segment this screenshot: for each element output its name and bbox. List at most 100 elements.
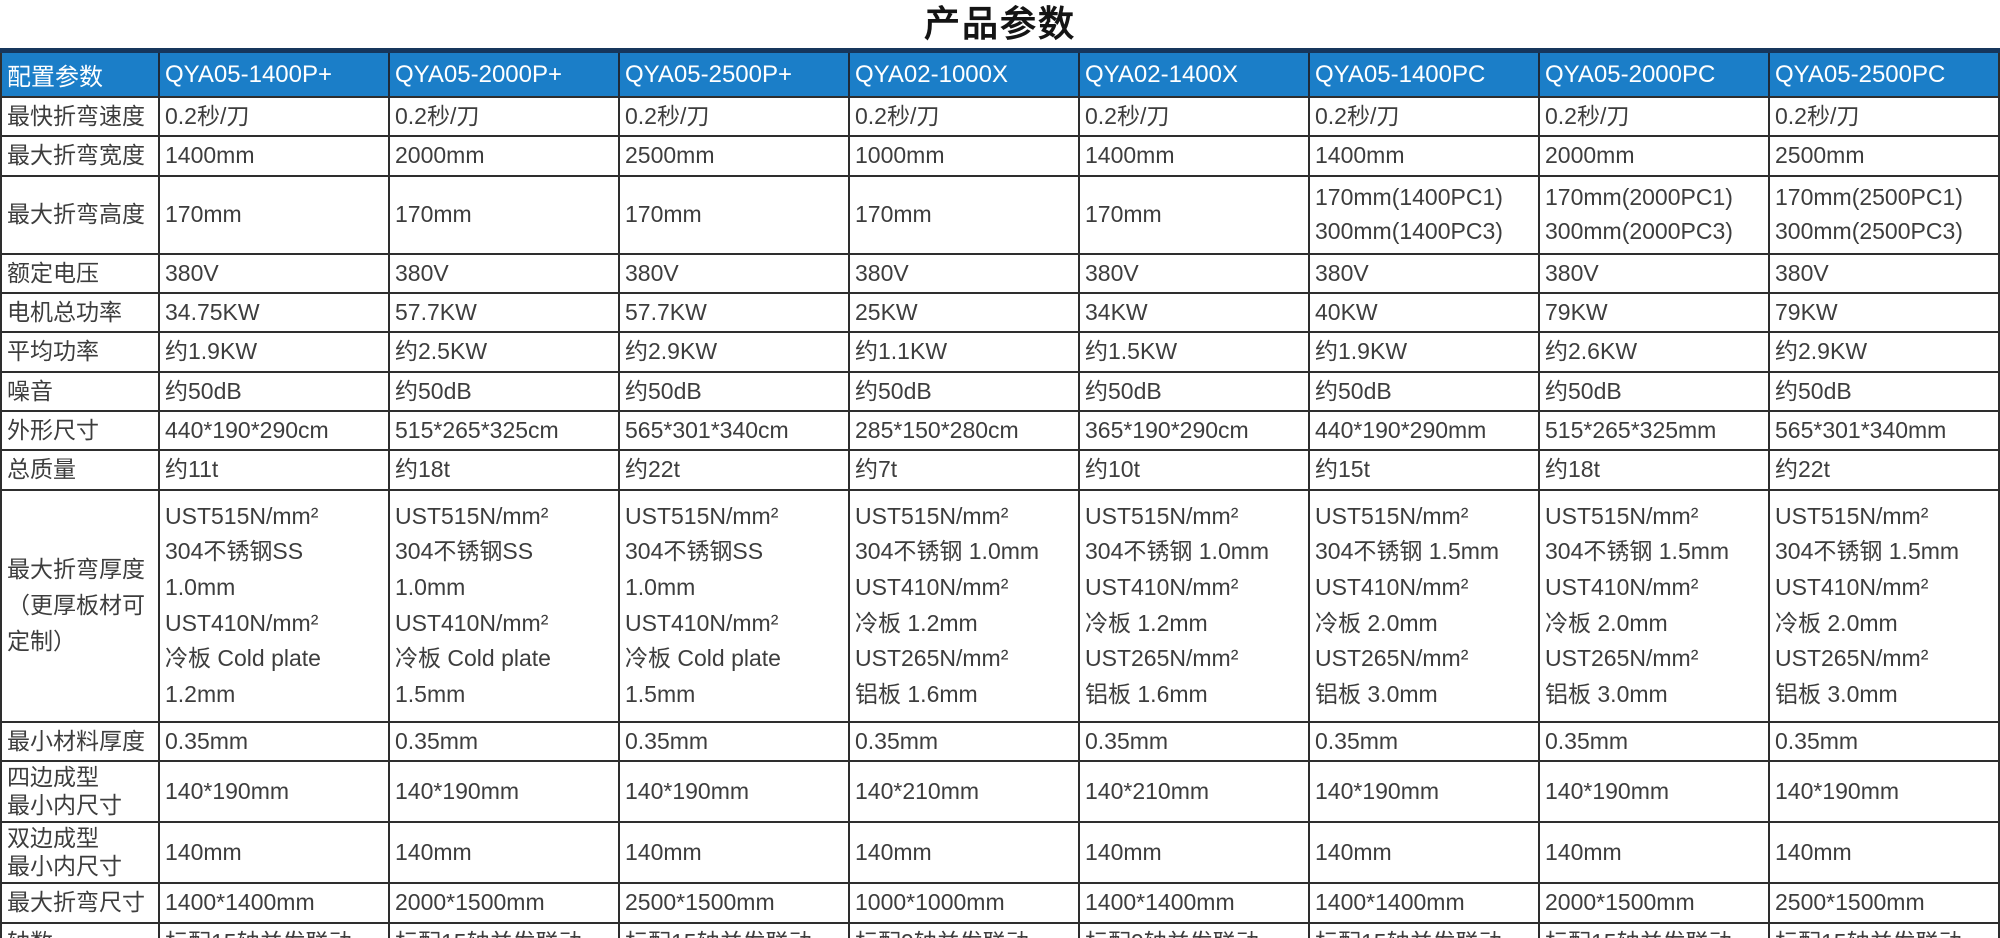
table-row: 双边成型 最小内尺寸 140mm 140mm 140mm 140mm 140mm 140mm… bbox=[0, 821, 2000, 885]
table-cell: 标配15轴并发联动 bbox=[1308, 921, 1540, 938]
table-row: 外形尺寸 440*190*290cm 515*265*325cm 565*301*34… bbox=[0, 410, 2000, 452]
table-cell: 79KW bbox=[1768, 292, 2000, 334]
table-cell: 2000mm bbox=[1538, 135, 1770, 177]
table-cell: 140*190mm bbox=[158, 760, 390, 824]
table-cell: UST515N/mm² 304不锈钢SS 1.0mm UST410N/mm² 冷… bbox=[388, 488, 620, 723]
table-cell: 标配15轴并发联动 bbox=[1538, 921, 1770, 938]
table-cell: 140mm bbox=[1538, 821, 1770, 885]
table-cell: 565*301*340mm bbox=[1768, 410, 2000, 452]
table-cell: 约1.5KW bbox=[1078, 331, 1310, 373]
table-cell: 2000*1500mm bbox=[388, 882, 620, 924]
product-spec-table: 配置参数 QYA05-1400P+ QYA05-2000P+ QYA05-2500P+… bbox=[0, 48, 2000, 938]
row-label: 噪音 bbox=[0, 370, 160, 413]
table-cell: 约15t bbox=[1308, 449, 1540, 491]
row-label: 最快折弯速度 bbox=[0, 95, 160, 138]
table-row: 最大折弯厚度 （更厚板材可 定制） UST515N/mm² 304不锈钢SS 1.… bbox=[0, 488, 2000, 723]
row-label: 额定电压 bbox=[0, 252, 160, 295]
table-cell: 0.35mm bbox=[158, 720, 390, 763]
table-cell: UST515N/mm² 304不锈钢 1.0mm UST410N/mm² 冷板 … bbox=[848, 488, 1080, 723]
table-cell: UST515N/mm² 304不锈钢 1.5mm UST410N/mm² 冷板 … bbox=[1308, 488, 1540, 723]
table-cell: 0.2秒/刀 bbox=[1078, 95, 1310, 138]
table-cell: 34KW bbox=[1078, 292, 1310, 334]
table-cell: UST515N/mm² 304不锈钢SS 1.0mm UST410N/mm² 冷… bbox=[158, 488, 390, 723]
table-cell: 2000mm bbox=[388, 135, 620, 177]
table-cell: 79KW bbox=[1538, 292, 1770, 334]
table-cell: 0.2秒/刀 bbox=[1308, 95, 1540, 138]
header-cell-params: 配置参数 bbox=[1, 50, 159, 97]
table-cell: 140*210mm bbox=[1078, 760, 1310, 824]
table-cell: 0.2秒/刀 bbox=[1768, 95, 2000, 138]
table-cell: 170mm bbox=[158, 174, 390, 255]
table-cell: 0.35mm bbox=[1768, 720, 2000, 763]
table-cell: 0.2秒/刀 bbox=[158, 95, 390, 138]
table-row: 总质量 约11t 约18t 约22t 约7t 约10t 约15t 约18t 约22t bbox=[0, 449, 2000, 491]
row-label: 最小材料厚度 bbox=[0, 720, 160, 763]
table-body: 最快折弯速度 0.2秒/刀 0.2秒/刀 0.2秒/刀 0.2秒/刀 0.2秒/刀 0.2秒… bbox=[0, 95, 2000, 938]
table-row: 轴数标配15轴并发联动标配15轴并发联动标配15轴并发联动标配9轴并发联动标配9… bbox=[0, 921, 2000, 938]
table-cell: 2500mm bbox=[1768, 135, 2000, 177]
table-cell: 约22t bbox=[618, 449, 850, 491]
table-cell: 1000mm bbox=[848, 135, 1080, 177]
table-row: 最小材料厚度 0.35mm 0.35mm 0.35mm 0.35mm 0.35mm 0.35… bbox=[0, 720, 2000, 763]
header-cell-model: QYA05-2500PC bbox=[1768, 50, 1999, 97]
table-cell: 0.2秒/刀 bbox=[848, 95, 1080, 138]
table-cell: 40KW bbox=[1308, 292, 1540, 334]
table-cell: 1400*1400mm bbox=[1078, 882, 1310, 924]
table-cell: 140mm bbox=[1078, 821, 1310, 885]
table-cell: 380V bbox=[1078, 252, 1310, 295]
table-cell: 1400mm bbox=[158, 135, 390, 177]
table-cell: 约1.9KW bbox=[1308, 331, 1540, 373]
page-title: 产品参数 bbox=[923, 3, 1076, 44]
table-cell: 1400mm bbox=[1078, 135, 1310, 177]
table-cell: 约2.5KW bbox=[388, 331, 620, 373]
table-cell: 约50dB bbox=[618, 370, 850, 413]
table-cell: 140*190mm bbox=[618, 760, 850, 824]
table-cell: 170mm bbox=[848, 174, 1080, 255]
table-cell: 约11t bbox=[158, 449, 390, 491]
table-cell: 标配15轴并发联动 bbox=[618, 921, 850, 938]
table-cell: 0.2秒/刀 bbox=[388, 95, 620, 138]
table-cell: 约18t bbox=[388, 449, 620, 491]
table-cell: 约50dB bbox=[1308, 370, 1540, 413]
header-row: 配置参数 QYA05-1400P+ QYA05-2000P+ QYA05-2500P+… bbox=[1, 50, 1999, 97]
row-label: 最大折弯尺寸 bbox=[0, 882, 160, 924]
table-cell: 标配15轴并发联动 bbox=[1768, 921, 2000, 938]
table-row: 噪音 约50dB 约50dB 约50dB 约50dB 约50dB 约50dB 约50dB 约50… bbox=[0, 370, 2000, 413]
table-row: 最快折弯速度 0.2秒/刀 0.2秒/刀 0.2秒/刀 0.2秒/刀 0.2秒/刀 0.2秒… bbox=[0, 95, 2000, 138]
table-cell: 约2.6KW bbox=[1538, 331, 1770, 373]
table-cell: 140mm bbox=[618, 821, 850, 885]
table-cell: 约2.9KW bbox=[1768, 331, 2000, 373]
table-cell: 25KW bbox=[848, 292, 1080, 334]
table-cell: 140mm bbox=[158, 821, 390, 885]
table-cell: 140mm bbox=[388, 821, 620, 885]
table-row: 电机总功率 34.75KW 57.7KW 57.7KW 25KW 34KW 40KW 79KW… bbox=[0, 292, 2000, 334]
table-cell: 0.35mm bbox=[618, 720, 850, 763]
table-row: 最大折弯宽度 1400mm 2000mm 2500mm 1000mm 1400mm 1400… bbox=[0, 135, 2000, 177]
table-cell: 380V bbox=[848, 252, 1080, 295]
table-row: 最大折弯高度 170mm 170mm 170mm 170mm 170mm 170mm(140… bbox=[0, 174, 2000, 255]
table-cell: 约2.9KW bbox=[618, 331, 850, 373]
table-cell: 2500mm bbox=[618, 135, 850, 177]
table-cell: 1400*1400mm bbox=[1308, 882, 1540, 924]
row-label: 外形尺寸 bbox=[0, 410, 160, 452]
table-cell: 565*301*340cm bbox=[618, 410, 850, 452]
table-cell: UST515N/mm² 304不锈钢 1.0mm UST410N/mm² 冷板 … bbox=[1078, 488, 1310, 723]
header-cell-model: QYA02-1000X bbox=[848, 50, 1079, 97]
table-cell: 标配15轴并发联动 bbox=[158, 921, 390, 938]
table-cell: 约50dB bbox=[1768, 370, 2000, 413]
table-cell: 约10t bbox=[1078, 449, 1310, 491]
table-cell: UST515N/mm² 304不锈钢SS 1.0mm UST410N/mm² 冷… bbox=[618, 488, 850, 723]
table-cell: 365*190*290cm bbox=[1078, 410, 1310, 452]
table-cell: 约50dB bbox=[848, 370, 1080, 413]
table-cell: 1400mm bbox=[1308, 135, 1540, 177]
table-cell: 170mm bbox=[618, 174, 850, 255]
table-cell: 515*265*325cm bbox=[388, 410, 620, 452]
table-cell: 140*190mm bbox=[388, 760, 620, 824]
table-cell: 170mm(2000PC1) 300mm(2000PC3) bbox=[1538, 174, 1770, 255]
table-cell: 380V bbox=[618, 252, 850, 295]
table-cell: 140mm bbox=[1308, 821, 1540, 885]
table-cell: 515*265*325mm bbox=[1538, 410, 1770, 452]
table-cell: 1000*1000mm bbox=[848, 882, 1080, 924]
table-cell: 约50dB bbox=[1078, 370, 1310, 413]
table-cell: 2000*1500mm bbox=[1538, 882, 1770, 924]
